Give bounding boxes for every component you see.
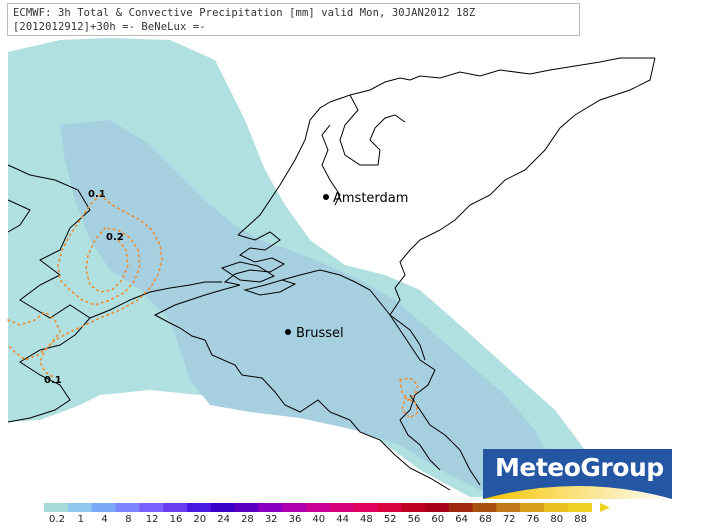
color-scale-step xyxy=(139,503,164,512)
color-scale-step xyxy=(186,503,212,512)
color-scale-tick-label: 88 xyxy=(574,514,587,525)
color-scale-step xyxy=(210,503,235,512)
color-scale-step xyxy=(496,503,521,512)
color-scale-step xyxy=(472,503,497,512)
city-label-amsterdam: Amsterdam xyxy=(333,191,408,206)
color-scale-tick-label: 24 xyxy=(217,514,230,525)
color-scale-tick-label: 16 xyxy=(169,514,183,525)
logo-text: MeteoGroup xyxy=(495,453,664,482)
color-scale-step xyxy=(543,503,569,512)
color-scale-tick-label: 76 xyxy=(526,514,540,525)
contour-label: 0.1 xyxy=(88,189,106,200)
contour-label: 0.2 xyxy=(106,232,124,243)
city-marker-amsterdam xyxy=(323,194,329,200)
logo-swoosh-icon xyxy=(483,486,672,499)
map-title-box: ECMWF: 3h Total & Convective Precipitati… xyxy=(7,3,580,36)
color-scale-tick-label: 72 xyxy=(502,514,516,525)
color-scale-tick-label: 48 xyxy=(360,514,373,525)
color-scale-step xyxy=(329,503,354,512)
color-scale-tick-label: 56 xyxy=(407,514,421,525)
city-marker-brussel xyxy=(285,329,291,335)
color-scale-tick-label: 28 xyxy=(241,514,254,525)
color-scale-step xyxy=(520,503,545,512)
country-borders xyxy=(204,57,656,491)
color-scale-tick-label: 40 xyxy=(312,514,326,525)
precip-scale-labels: 0.2 1 4 8 12 16 20 24 28 32 36 40 44 48 52 56 60 64 68 72 76… xyxy=(0,514,725,526)
color-scale-tick-label: 1 xyxy=(77,514,84,525)
color-scale-step xyxy=(353,503,378,512)
color-scale-step xyxy=(234,503,259,512)
color-scale-step xyxy=(163,503,188,512)
color-scale-tick-label: 0.2 xyxy=(49,514,65,525)
precip-contours xyxy=(7,194,419,420)
color-scale-tick-label: 12 xyxy=(145,514,159,525)
coastline xyxy=(7,57,655,423)
color-scale-tick-label: 32 xyxy=(264,514,278,525)
color-scale-step xyxy=(305,503,331,512)
city-label-brussel: Brussel xyxy=(296,326,344,341)
contour-label: 0.1 xyxy=(44,375,62,386)
precip-area-light-patch xyxy=(8,125,60,260)
color-scale-step xyxy=(282,503,307,512)
color-scale-tick-label: 60 xyxy=(431,514,445,525)
color-scale-step xyxy=(401,503,426,512)
color-scale-step xyxy=(115,503,140,512)
color-scale-arrow-icon xyxy=(600,503,610,512)
color-scale-tick-label: 8 xyxy=(125,514,132,525)
color-scale-step xyxy=(258,503,283,512)
precip-area-medium xyxy=(60,120,555,495)
meteogroup-logo: MeteoGroup xyxy=(483,449,672,499)
color-scale-tick-label: 44 xyxy=(336,514,349,525)
color-scale-tick-label: 20 xyxy=(193,514,207,525)
color-scale-step xyxy=(44,503,69,512)
color-scale-step xyxy=(377,503,402,512)
color-scale-step xyxy=(67,503,93,512)
map-subtitle: [2012012912]+30h =- BeNeLux =- xyxy=(13,21,206,33)
precip-color-scale xyxy=(44,503,610,512)
color-scale-step xyxy=(567,503,592,512)
map-title: ECMWF: 3h Total & Convective Precipitati… xyxy=(13,7,476,19)
color-scale-tick-label: 80 xyxy=(550,514,564,525)
color-scale-step xyxy=(424,503,450,512)
color-scale-tick-label: 64 xyxy=(455,514,468,525)
color-scale-tick-label: 4 xyxy=(101,514,108,525)
color-scale-tick-label: 68 xyxy=(479,514,492,525)
color-scale-tick-label: 36 xyxy=(288,514,302,525)
color-scale-tick-label: 52 xyxy=(383,514,397,525)
color-scale-step xyxy=(91,503,116,512)
color-scale-step xyxy=(448,503,473,512)
